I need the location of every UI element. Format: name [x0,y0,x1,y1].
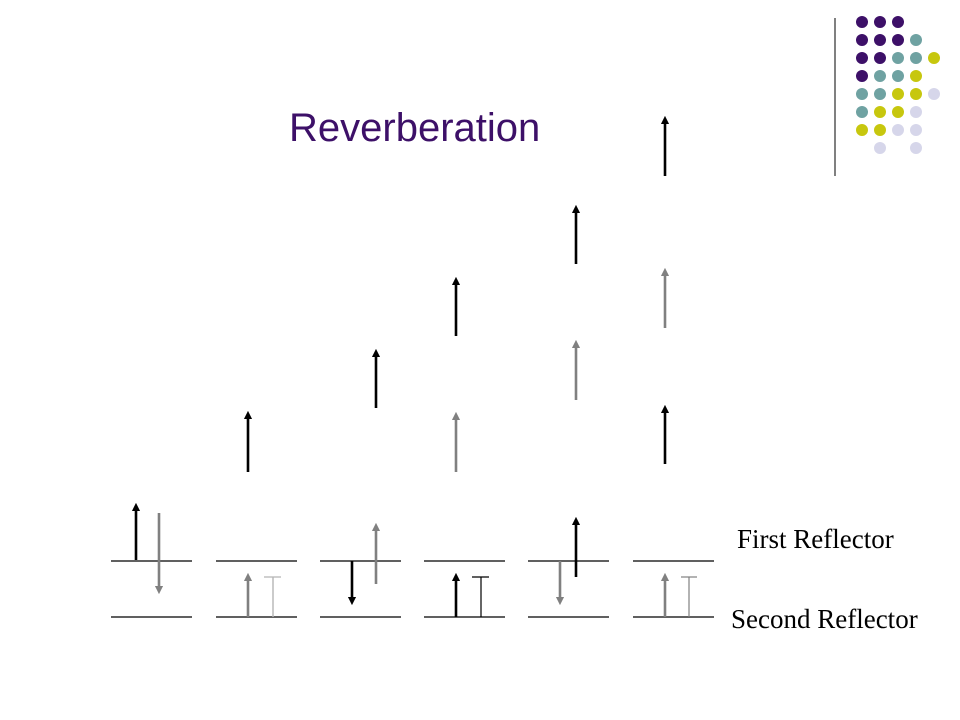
decorative-dot [910,88,922,100]
decorative-dot [856,52,868,64]
decorative-dot [856,88,868,100]
decorative-dot [874,16,886,28]
decorative-dot-grid [856,16,940,154]
decorative-dot [856,106,868,118]
decorative-dot [874,142,886,154]
first-reflector-label: First Reflector [737,524,894,554]
decorative-dot [892,106,904,118]
decorative-dot [874,70,886,82]
decorative-dot [892,70,904,82]
decorative-dot [910,70,922,82]
decorative-dot [856,16,868,28]
decorative-dot [910,34,922,46]
decorative-dot [892,124,904,136]
decorative-dot [928,88,940,100]
decorative-dot [874,124,886,136]
decorative-dot [874,34,886,46]
decorative-dot [856,34,868,46]
decorative-dot [892,88,904,100]
decorative-dot [874,52,886,64]
decorative-dot [910,142,922,154]
decorative-dot [892,52,904,64]
decorative-dot [910,124,922,136]
decorative-dot [856,124,868,136]
decorative-dot [892,34,904,46]
decorative-dot [874,106,886,118]
decorative-dot [856,70,868,82]
decorative-dot [928,52,940,64]
second-reflector-label: Second Reflector [731,604,918,634]
decorative-dot [874,88,886,100]
decorative-dot [910,106,922,118]
decorative-dot [892,16,904,28]
slide-title: Reverberation [289,106,541,150]
decorative-dot [910,52,922,64]
